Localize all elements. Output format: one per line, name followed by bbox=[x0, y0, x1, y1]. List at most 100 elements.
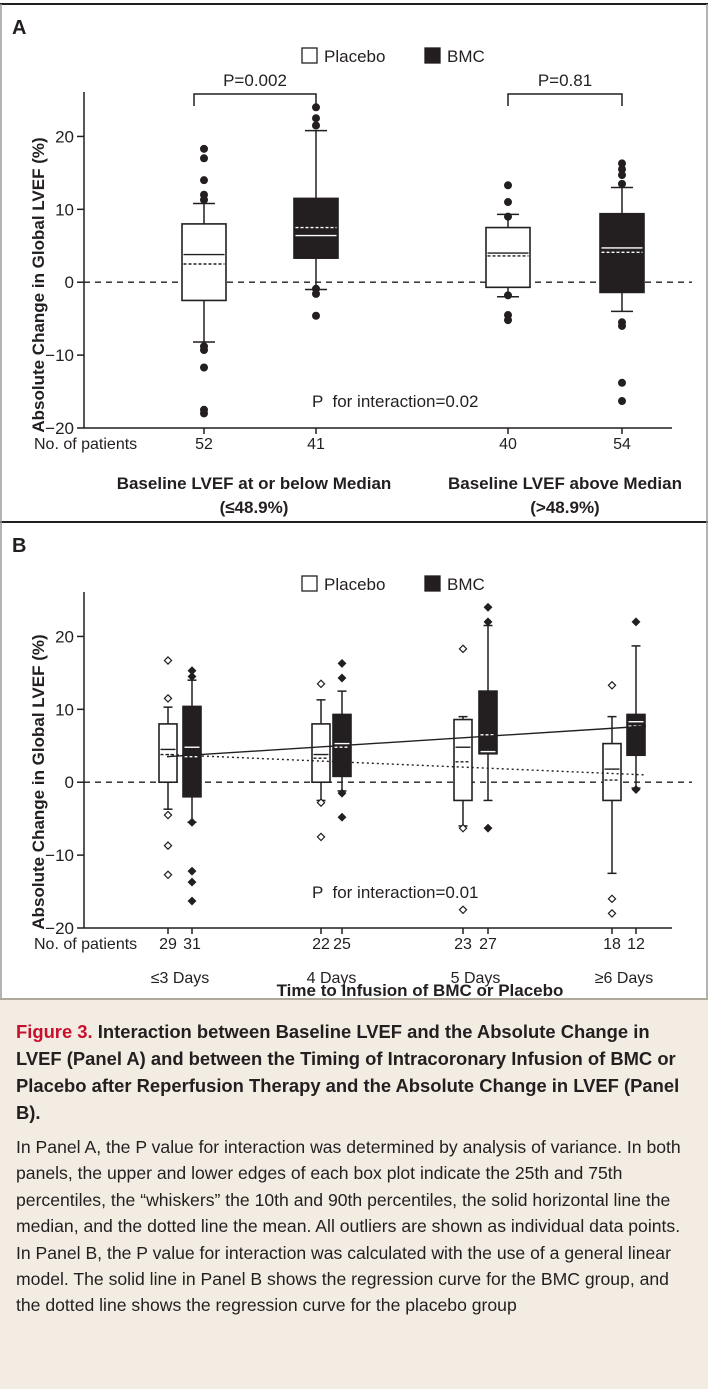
outlier-point bbox=[504, 212, 512, 221]
y-tick-label: 0 bbox=[65, 773, 74, 792]
outlier-point bbox=[337, 658, 347, 668]
outlier-point bbox=[337, 788, 347, 798]
outlier-point bbox=[163, 810, 173, 820]
outlier-point bbox=[200, 154, 208, 163]
panel-b-counts-label: No. of patients bbox=[34, 936, 137, 953]
panel-a-y-axis: −20 −10 0 10 20 bbox=[45, 92, 672, 438]
regression-line-bmc bbox=[166, 725, 647, 758]
iqr-box bbox=[599, 212, 645, 294]
patient-count: 54 bbox=[613, 436, 631, 453]
caption-title-text: Interaction between Baseline LVEF and th… bbox=[16, 1021, 680, 1123]
p-bracket-group2-line bbox=[507, 93, 623, 106]
caption-body: In Panel A, the P value for interaction … bbox=[16, 1137, 681, 1316]
outlier-point bbox=[618, 165, 626, 174]
outlier-point bbox=[618, 397, 626, 406]
outlier-point bbox=[607, 908, 617, 918]
patient-count: 22 bbox=[312, 936, 330, 953]
panel-a-group1-sublabel: (≤48.9%) bbox=[220, 498, 289, 517]
y-tick-label: 0 bbox=[65, 273, 74, 292]
patient-count: 29 bbox=[159, 936, 177, 953]
box-placebo-3: 18 bbox=[602, 680, 622, 953]
group-label: 4 Days bbox=[307, 970, 357, 987]
outlier-point bbox=[200, 409, 208, 418]
outlier-point bbox=[458, 905, 468, 915]
panel-b-plot-area: 29 31 ≤3 Days 22 25 4 Days 23 27 5 Days 18 12 ≥6 Da… bbox=[84, 602, 692, 987]
outlier-point bbox=[200, 346, 208, 355]
legend-b-label-bmc: BMC bbox=[447, 575, 485, 594]
y-tick-label: −10 bbox=[45, 846, 74, 865]
p-value-group1: P=0.002 bbox=[223, 71, 287, 90]
outlier-point bbox=[163, 841, 173, 851]
box-bmc-1: 25 bbox=[332, 658, 352, 953]
panel-b-ylabel: Absolute Change in Global LVEF (%) bbox=[29, 634, 48, 929]
outlier-point bbox=[458, 823, 468, 833]
outlier-point bbox=[312, 121, 320, 130]
outlier-point bbox=[187, 817, 197, 827]
outlier-point bbox=[163, 693, 173, 703]
outlier-point bbox=[187, 866, 197, 876]
outlier-point bbox=[200, 195, 208, 204]
panel-b-interaction-annotation: P for interaction=0.01 bbox=[312, 883, 479, 902]
outlier-point bbox=[163, 656, 173, 665]
outlier-point bbox=[618, 378, 626, 387]
panel-b-legend: Placebo BMC bbox=[301, 575, 485, 594]
outlier-point bbox=[607, 894, 617, 904]
y-tick-label: −20 bbox=[45, 919, 74, 938]
iqr-box bbox=[158, 723, 178, 784]
outlier-point bbox=[200, 176, 208, 185]
legend-swatch-placebo bbox=[301, 47, 318, 64]
outlier-point bbox=[316, 798, 326, 808]
outlier-point bbox=[187, 672, 197, 681]
panel-a-ylabel: Absolute Change in Global LVEF (%) bbox=[29, 137, 48, 432]
iqr-box bbox=[293, 197, 339, 259]
outlier-point bbox=[458, 644, 468, 654]
iqr-box bbox=[453, 718, 473, 802]
patient-count: 31 bbox=[183, 936, 201, 953]
outlier-point bbox=[504, 198, 512, 207]
outlier-point bbox=[618, 321, 626, 330]
y-tick-label: 10 bbox=[55, 200, 74, 219]
outlier-point bbox=[618, 159, 626, 168]
panel-a-counts-label: No. of patients bbox=[34, 436, 137, 453]
box-bmc-0: 41 bbox=[293, 103, 339, 453]
outlier-point bbox=[631, 785, 641, 794]
panel-b-y-axis: −20 −10 0 10 20 bbox=[45, 592, 672, 938]
outlier-point bbox=[504, 291, 512, 300]
box-placebo-1: 40 bbox=[485, 181, 531, 453]
p-bracket-group1: P=0.002 bbox=[193, 71, 317, 106]
figure-caption: Figure 3. Interaction between Baseline L… bbox=[0, 998, 708, 1389]
outlier-point bbox=[607, 680, 617, 690]
patient-count: 27 bbox=[479, 936, 497, 953]
iqr-box bbox=[311, 723, 331, 784]
iqr-box bbox=[181, 223, 227, 302]
caption-figure-label: Figure 3. bbox=[16, 1021, 93, 1042]
outlier-point bbox=[187, 896, 197, 906]
iqr-box bbox=[626, 713, 646, 757]
box-placebo-0: 29 bbox=[158, 656, 178, 953]
caption-title: Figure 3. Interaction between Baseline L… bbox=[16, 1018, 694, 1126]
p-bracket-group1-line bbox=[193, 93, 317, 106]
outlier-point bbox=[200, 144, 208, 153]
iqr-box bbox=[478, 690, 498, 755]
outlier-point bbox=[618, 171, 626, 180]
panel-a-plot-area: 52 41 40 54 bbox=[84, 103, 692, 453]
panel-a-label: A bbox=[12, 17, 26, 39]
box-bmc-2: 27 bbox=[478, 602, 498, 953]
panel-a: A Placebo BMC Absolute Change in Global … bbox=[12, 17, 692, 517]
box-bmc-0: 31 bbox=[182, 666, 202, 953]
legend-b-swatch-placebo bbox=[301, 575, 318, 592]
outlier-point bbox=[483, 823, 493, 833]
box-bmc-1: 54 bbox=[599, 159, 645, 453]
outlier-point bbox=[312, 103, 320, 112]
y-tick-label: −10 bbox=[45, 346, 74, 365]
group-label: ≤3 Days bbox=[151, 970, 210, 987]
outlier-point bbox=[200, 363, 208, 372]
patient-count: 25 bbox=[333, 936, 351, 953]
patient-count: 41 bbox=[307, 436, 325, 453]
iqr-box bbox=[182, 705, 202, 798]
group-label: 5 Days bbox=[451, 970, 501, 987]
patient-count: 23 bbox=[454, 936, 472, 953]
outlier-point bbox=[504, 181, 512, 190]
patient-count: 40 bbox=[499, 436, 517, 453]
regression-line-placebo bbox=[166, 753, 647, 776]
